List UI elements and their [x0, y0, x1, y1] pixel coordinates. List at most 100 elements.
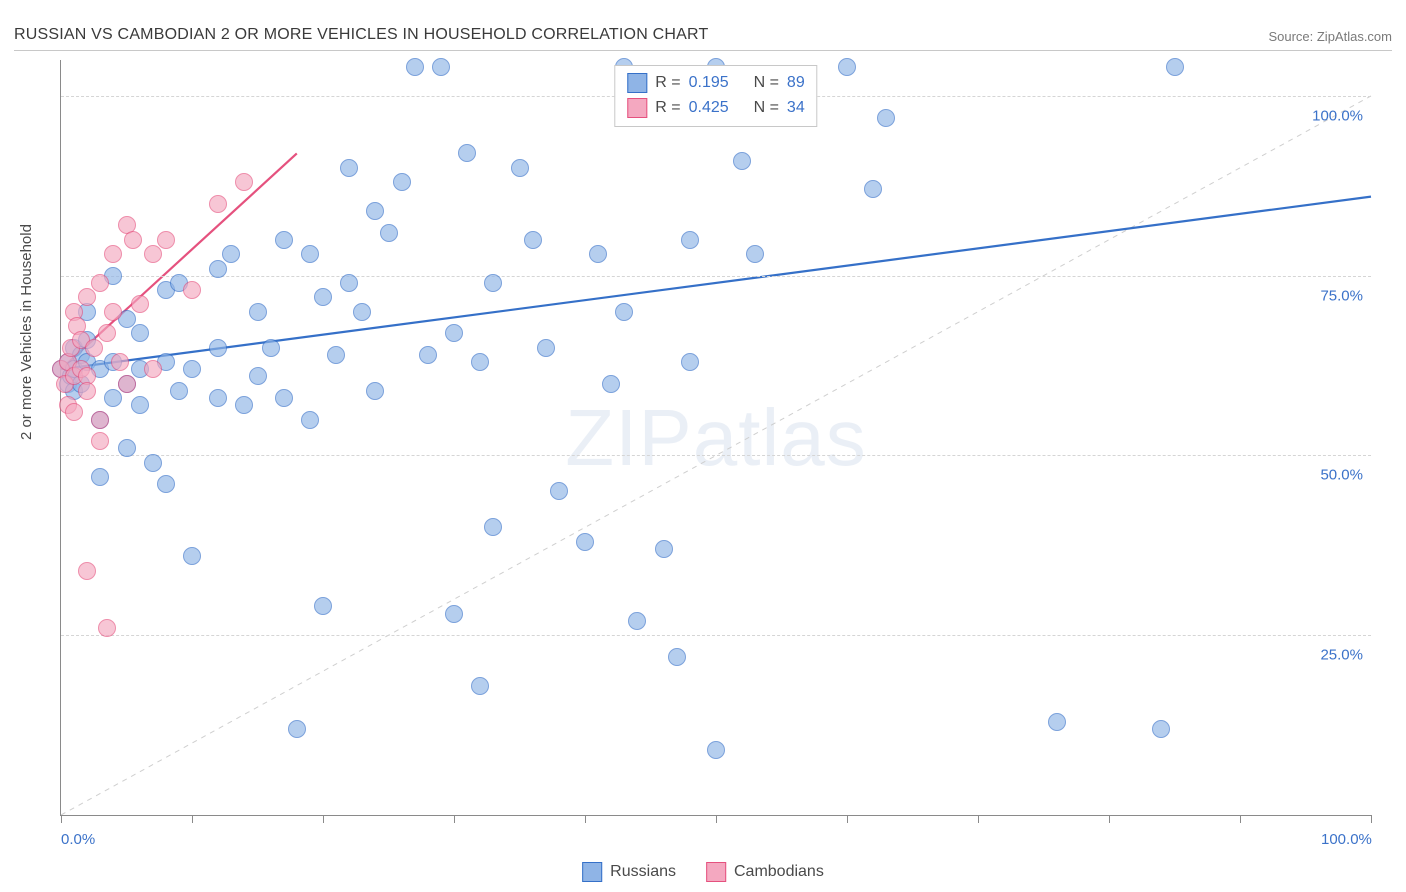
- data-point-russians: [628, 612, 646, 630]
- data-point-cambodians: [235, 173, 253, 191]
- data-point-cambodians: [111, 353, 129, 371]
- data-point-russians: [484, 274, 502, 292]
- swatch-cambodians: [627, 98, 647, 118]
- data-point-russians: [380, 224, 398, 242]
- data-point-russians: [366, 382, 384, 400]
- data-point-russians: [419, 346, 437, 364]
- data-point-cambodians: [98, 324, 116, 342]
- data-point-russians: [655, 540, 673, 558]
- data-point-russians: [353, 303, 371, 321]
- data-point-russians: [681, 353, 699, 371]
- data-point-russians: [1166, 58, 1184, 76]
- gridline: [61, 635, 1371, 636]
- data-point-russians: [484, 518, 502, 536]
- data-point-russians: [301, 411, 319, 429]
- gridline: [61, 455, 1371, 456]
- data-point-russians: [157, 475, 175, 493]
- x-tick: [585, 815, 586, 823]
- swatch-russians: [582, 862, 602, 882]
- data-point-cambodians: [157, 231, 175, 249]
- data-point-russians: [445, 324, 463, 342]
- data-point-russians: [602, 375, 620, 393]
- data-point-russians: [589, 245, 607, 263]
- x-tick: [978, 815, 979, 823]
- plot-area: ZIPatlas R = 0.195 N = 89 R = 0.425 N = …: [60, 60, 1371, 816]
- data-point-cambodians: [78, 382, 96, 400]
- data-point-cambodians: [91, 274, 109, 292]
- data-point-russians: [864, 180, 882, 198]
- data-point-russians: [222, 245, 240, 263]
- data-point-cambodians: [144, 245, 162, 263]
- data-point-russians: [432, 58, 450, 76]
- data-point-russians: [681, 231, 699, 249]
- x-tick-label: 100.0%: [1321, 831, 1372, 848]
- data-point-cambodians: [131, 295, 149, 313]
- data-point-russians: [275, 231, 293, 249]
- data-point-cambodians: [104, 245, 122, 263]
- data-point-russians: [249, 367, 267, 385]
- data-point-cambodians: [78, 288, 96, 306]
- x-tick: [454, 815, 455, 823]
- data-point-russians: [235, 396, 253, 414]
- data-point-russians: [838, 58, 856, 76]
- data-point-russians: [131, 324, 149, 342]
- x-tick: [1240, 815, 1241, 823]
- data-point-russians: [406, 58, 424, 76]
- data-point-cambodians: [98, 619, 116, 637]
- y-tick-label: 25.0%: [1320, 647, 1363, 664]
- swatch-russians: [627, 73, 647, 93]
- gridline: [61, 276, 1371, 277]
- data-point-russians: [707, 741, 725, 759]
- data-point-russians: [537, 339, 555, 357]
- data-point-russians: [314, 288, 332, 306]
- data-point-russians: [262, 339, 280, 357]
- data-point-russians: [511, 159, 529, 177]
- data-point-russians: [524, 231, 542, 249]
- swatch-cambodians: [706, 862, 726, 882]
- chart-container: RUSSIAN VS CAMBODIAN 2 OR MORE VEHICLES …: [0, 0, 1406, 892]
- x-tick: [716, 815, 717, 823]
- y-tick-label: 75.0%: [1320, 287, 1363, 304]
- x-tick: [323, 815, 324, 823]
- data-point-russians: [393, 173, 411, 191]
- data-point-russians: [118, 439, 136, 457]
- data-point-cambodians: [104, 303, 122, 321]
- data-point-cambodians: [91, 411, 109, 429]
- data-point-russians: [877, 109, 895, 127]
- legend-row-russians: R = 0.195 N = 89: [627, 71, 804, 96]
- data-point-russians: [615, 303, 633, 321]
- series-legend: Russians Cambodians: [582, 862, 824, 882]
- y-axis-title: 2 or more Vehicles in Household: [18, 224, 35, 440]
- data-point-russians: [91, 468, 109, 486]
- data-point-russians: [209, 260, 227, 278]
- source-label: Source: ZipAtlas.com: [1268, 29, 1392, 44]
- data-point-russians: [183, 547, 201, 565]
- data-point-cambodians: [209, 195, 227, 213]
- data-point-russians: [445, 605, 463, 623]
- data-point-russians: [576, 533, 594, 551]
- data-point-russians: [1152, 720, 1170, 738]
- data-point-russians: [183, 360, 201, 378]
- data-point-russians: [366, 202, 384, 220]
- legend-item-cambodians: Cambodians: [706, 862, 824, 882]
- data-point-cambodians: [183, 281, 201, 299]
- x-tick: [847, 815, 848, 823]
- data-point-russians: [458, 144, 476, 162]
- data-point-russians: [314, 597, 332, 615]
- data-point-russians: [1048, 713, 1066, 731]
- data-point-cambodians: [124, 231, 142, 249]
- data-point-cambodians: [144, 360, 162, 378]
- data-point-russians: [733, 152, 751, 170]
- legend-row-cambodians: R = 0.425 N = 34: [627, 96, 804, 121]
- data-point-cambodians: [91, 432, 109, 450]
- chart-title: RUSSIAN VS CAMBODIAN 2 OR MORE VEHICLES …: [14, 26, 708, 44]
- data-point-russians: [746, 245, 764, 263]
- data-point-russians: [144, 454, 162, 472]
- data-point-russians: [131, 396, 149, 414]
- x-tick-label: 0.0%: [61, 831, 95, 848]
- data-point-russians: [249, 303, 267, 321]
- data-point-russians: [104, 389, 122, 407]
- trend-lines-layer: [61, 60, 1371, 815]
- data-point-cambodians: [118, 375, 136, 393]
- data-point-russians: [340, 274, 358, 292]
